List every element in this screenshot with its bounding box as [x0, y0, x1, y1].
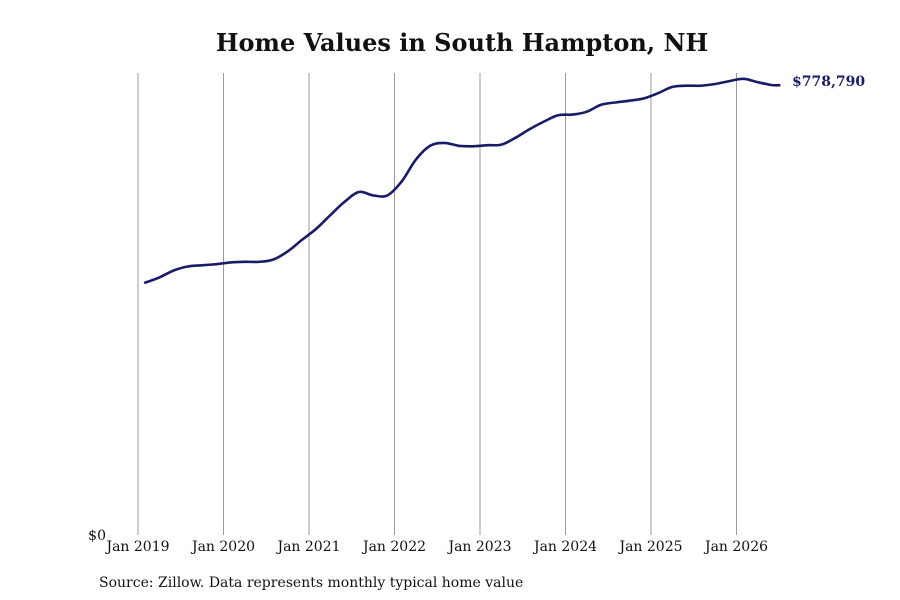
x-tick-label: Jan 2024 [532, 539, 597, 555]
x-tick-label: Jan 2019 [104, 539, 169, 555]
x-axis-ticks: Jan 2019 Jan 2020 Jan 2021 Jan 2022 Jan 2023… [104, 539, 768, 555]
x-tick-label: Jan 2025 [617, 539, 682, 555]
series-line [143, 77, 781, 284]
x-tick-label: Jan 2020 [190, 539, 255, 555]
x-tick-label: Jan 2022 [361, 539, 426, 555]
gridlines [137, 73, 737, 535]
source-note: Source: Zillow. Data represents monthly … [99, 575, 523, 591]
chart-title: Home Values in South Hampton, NH [216, 28, 708, 57]
y-tick-label-zero: $0 [88, 528, 106, 544]
x-tick-label: Jan 2021 [275, 539, 340, 555]
end-value-label: $778,790 [792, 74, 865, 90]
x-tick-label: Jan 2026 [703, 539, 768, 555]
x-tick-label: Jan 2023 [446, 539, 511, 555]
